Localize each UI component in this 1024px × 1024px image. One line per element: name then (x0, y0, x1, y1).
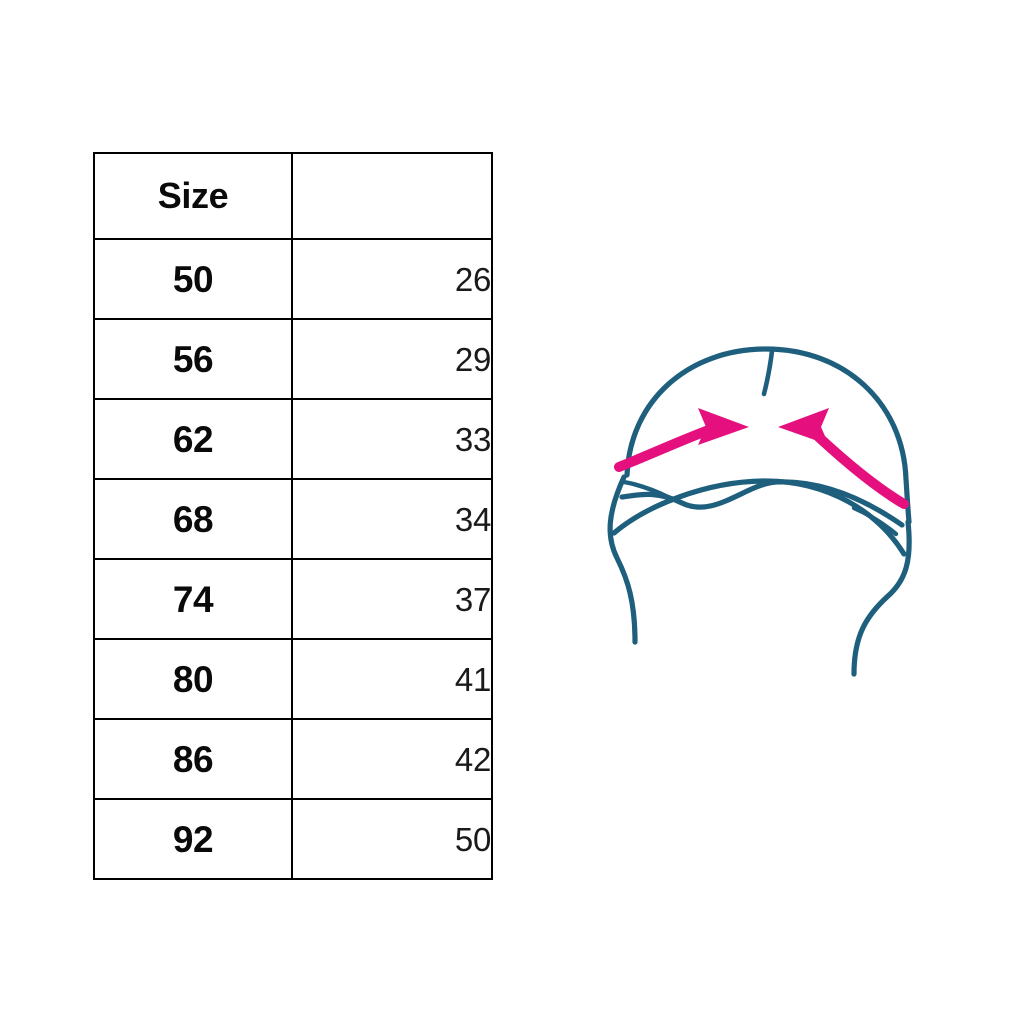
cell-value: 29 (291, 318, 493, 400)
cell-size: 86 (93, 718, 293, 800)
cell-value: 50 (291, 798, 493, 880)
table-row: 62 33 (93, 398, 493, 480)
hat-brim-band-icon (619, 479, 905, 528)
cell-size: 50 (93, 238, 293, 320)
hat-diagram-svg (607, 346, 912, 677)
cell-size: 68 (93, 478, 293, 560)
table-row: 74 37 (93, 558, 493, 640)
cell-value: 34 (291, 478, 493, 560)
hat-outline-icon (624, 346, 912, 525)
hat-top-seam-icon (761, 348, 775, 397)
column-header-size: Size (93, 152, 293, 240)
table-row: 50 26 (93, 238, 493, 320)
table-row: 56 29 (93, 318, 493, 400)
column-header-value (291, 152, 493, 240)
table-row: 86 42 (93, 718, 493, 800)
hat-tie-left-icon (607, 474, 638, 645)
table-row: 92 50 (93, 798, 493, 880)
size-chart-table: Size 50 26 56 29 62 33 68 34 74 (93, 152, 493, 880)
table-row: 68 34 (93, 478, 493, 560)
cell-value: 37 (291, 558, 493, 640)
cell-size: 92 (93, 798, 293, 880)
stitch-mark-right-icon (851, 505, 899, 537)
cell-value: 42 (291, 718, 493, 800)
cell-size: 80 (93, 638, 293, 720)
cell-size: 62 (93, 398, 293, 480)
cell-size: 74 (93, 558, 293, 640)
measurement-arrow-left-icon (614, 408, 749, 472)
measurement-arrow-right-icon (778, 408, 909, 509)
table-row: 80 41 (93, 638, 493, 720)
hat-tie-right-icon (851, 519, 912, 677)
cell-value: 33 (291, 398, 493, 480)
cell-value: 41 (291, 638, 493, 720)
hat-head-circumference-diagram (586, 322, 946, 702)
cell-value: 26 (291, 238, 493, 320)
cell-size: 56 (93, 318, 293, 400)
table-header-row: Size (93, 152, 493, 240)
stitch-mark-left-icon (621, 479, 673, 501)
